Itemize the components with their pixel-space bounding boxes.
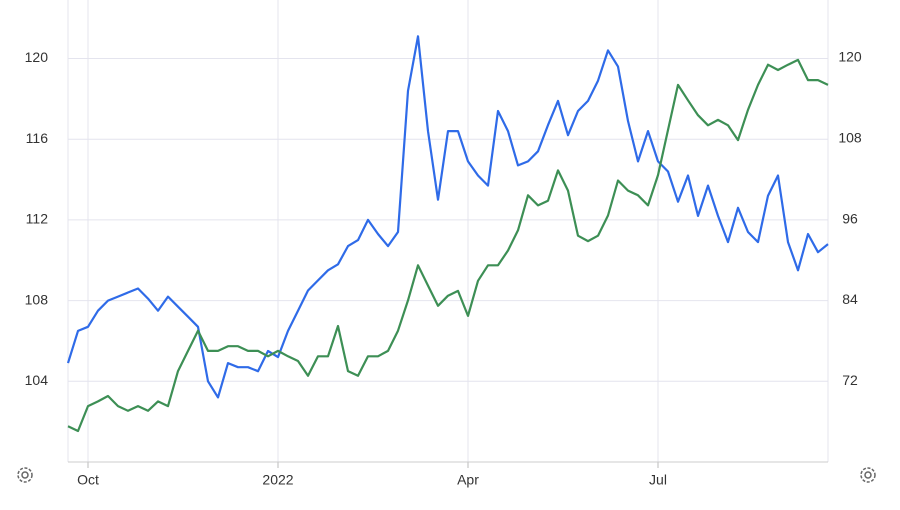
x-tick-label: Apr xyxy=(457,472,479,488)
y-tick-label: 120 xyxy=(25,49,49,65)
y2-tick-label: 84 xyxy=(842,291,858,307)
series-line xyxy=(67,58,829,433)
settings-icon-left[interactable] xyxy=(17,467,33,483)
y-tick-label: 116 xyxy=(26,130,49,146)
settings-icon-right[interactable] xyxy=(860,467,876,483)
y-tick-label: 112 xyxy=(26,211,49,227)
y-tick-label: 104 xyxy=(25,372,49,388)
y2-tick-label: 120 xyxy=(838,49,862,65)
x-tick-label: Jul xyxy=(649,472,667,488)
x-tick-label: Oct xyxy=(77,472,99,488)
y2-tick-label: 96 xyxy=(842,210,858,226)
y-tick-label: 108 xyxy=(25,291,49,307)
y2-tick-label: 108 xyxy=(838,129,862,145)
x-tick-label: 2022 xyxy=(262,472,293,488)
series-line xyxy=(66,35,829,399)
y2-tick-label: 72 xyxy=(842,372,858,388)
